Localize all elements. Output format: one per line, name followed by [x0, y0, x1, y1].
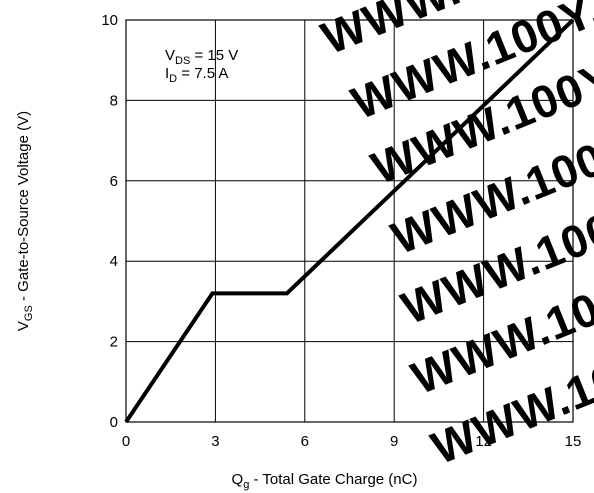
x-axis-label-rest: - Total Gate Charge (nC) — [249, 471, 417, 488]
y-tick-label: 2 — [110, 334, 118, 351]
y-axis-label-sub: GS — [23, 305, 35, 321]
x-tick-label: 0 — [122, 433, 130, 450]
annotation-vds-main: V — [165, 47, 175, 64]
series-line-vgs — [124, 18, 575, 424]
x-axis-label-main: Q — [232, 471, 244, 488]
y-tick-label: 8 — [110, 92, 118, 109]
y-tick-label: 10 — [101, 12, 118, 29]
x-tick-label: 12 — [475, 433, 492, 450]
plot-frame — [125, 19, 574, 423]
y-axis-label-main: V — [15, 321, 32, 331]
x-tick-label: 6 — [301, 433, 309, 450]
grid — [126, 20, 573, 422]
x-axis-label: Qg - Total Gate Charge (nC) — [232, 471, 418, 491]
tick-labels: 0 3 6 9 12 15 0 2 4 6 8 10 — [101, 12, 581, 450]
annotation-id-main: I — [165, 65, 169, 82]
annotation-id-rest: = 7.5 A — [177, 65, 228, 82]
x-tick-label: 15 — [565, 433, 582, 450]
series-layer — [124, 18, 575, 424]
x-axis-label-sub: g — [243, 479, 249, 491]
y-tick-label: 4 — [110, 253, 118, 270]
annotation-vds-rest: = 15 V — [190, 47, 238, 64]
annotation-id: ID = 7.5 A — [165, 65, 228, 85]
watermark: WWW.100Y.COM.TWWWW.100Y.COM.TWWWW.100Y.C… — [314, 0, 594, 474]
annotation-id-sub: D — [169, 73, 177, 85]
annotation-vds-sub: DS — [175, 55, 190, 67]
y-axis-label: VGS - Gate-to-Source Voltage (V) — [15, 111, 35, 331]
x-tick-label: 3 — [211, 433, 219, 450]
annotation-vds: VDS = 15 V — [165, 47, 238, 67]
x-tick-label: 9 — [390, 433, 398, 450]
y-axis-label-rest: - Gate-to-Source Voltage (V) — [15, 111, 32, 305]
y-tick-label: 0 — [110, 414, 118, 431]
y-tick-label: 6 — [110, 173, 118, 190]
